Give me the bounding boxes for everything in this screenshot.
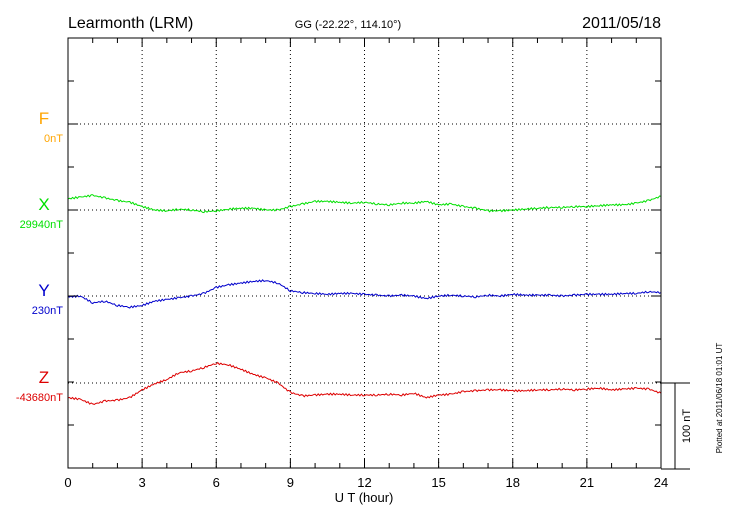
x-tick-label: 3	[139, 475, 146, 490]
component-labels: F 0nT X 29940nT Y 230nT Z -43680nT	[16, 109, 63, 404]
x-tick-label: 0	[64, 475, 71, 490]
scale-bar-label: 100 nT	[681, 409, 693, 444]
x-tick-label: 21	[580, 475, 594, 490]
axis-ticks	[67, 38, 662, 468]
x-axis-label: U T (hour)	[335, 490, 394, 505]
component-baseline: -43680nT	[16, 392, 63, 404]
component-baseline: 0nT	[44, 133, 63, 145]
chart-title: Learmonth (LRM)	[68, 15, 193, 32]
component-baseline: 230nT	[32, 305, 63, 317]
date-label: 2011/05/18	[582, 15, 661, 32]
component-name: Z	[39, 368, 49, 387]
plot-timestamp: Plotted at 2011/06/18 01:01 UT	[715, 343, 724, 454]
series-line-x	[67, 194, 662, 214]
series-line-z	[67, 361, 662, 405]
series-lines	[67, 194, 662, 405]
component-name: X	[38, 195, 49, 214]
coordinates-label: GG (-22.22°, 114.10°)	[295, 19, 401, 31]
component-name: Y	[38, 281, 49, 300]
x-tick-label: 15	[431, 475, 445, 490]
x-tick-label: 18	[506, 475, 520, 490]
x-tick-label: 24	[654, 475, 668, 490]
component-name: F	[39, 109, 49, 128]
scale-bar: 100 nT	[661, 382, 693, 470]
x-tick-label: 6	[213, 475, 220, 490]
grid-lines	[68, 38, 661, 468]
component-baseline: 29940nT	[20, 219, 64, 231]
x-tick-label: 9	[287, 475, 294, 490]
series-line-y	[67, 279, 662, 309]
x-tick-label: 12	[357, 475, 371, 490]
x-tick-labels: 0 3 6 9 12 15 18 21 24	[64, 475, 668, 490]
